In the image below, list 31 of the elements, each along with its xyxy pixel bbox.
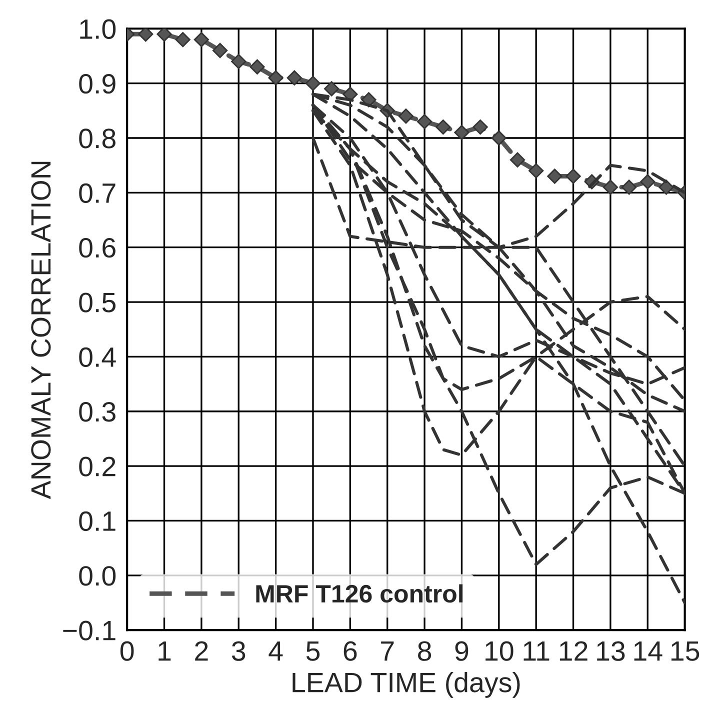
x-tick-label: 9: [455, 641, 468, 661]
y-tick-label: 0.8: [79, 128, 116, 148]
x-tick-label: 15: [671, 642, 700, 661]
x-tick-label: 10: [486, 641, 514, 661]
x-tick-label: 0: [120, 641, 134, 661]
x-tick-label: 14: [634, 642, 662, 661]
y-tick-label: 1.0: [80, 19, 116, 39]
x-tick-label: 1: [158, 642, 171, 661]
y-tick-label: 0.2: [79, 456, 116, 476]
x-tick-label: 13: [597, 641, 625, 661]
x-tick-label: 11: [524, 642, 550, 661]
x-tick-label: 12: [560, 641, 588, 661]
y-tick-label: 0.6: [79, 238, 116, 258]
y-tick-label: 0.0: [79, 566, 116, 586]
y-tick-label: −0.1: [63, 620, 116, 640]
y-tick-label: 0.7: [79, 183, 116, 204]
legend-label: MRF T126 control: [256, 584, 463, 603]
y-tick-label: 0.9: [79, 74, 116, 94]
y-tick-label: 0.5: [79, 292, 116, 312]
x-tick-label: 5: [306, 642, 320, 661]
x-axis-title: LEAD TIME (days): [292, 672, 520, 698]
x-tick-label: 8: [418, 641, 432, 661]
x-tick-label: 3: [232, 641, 246, 661]
y-axis-title: ANOMALY CORRELATION: [31, 162, 51, 500]
x-tick-label: 2: [195, 641, 208, 661]
x-tick-label: 7: [381, 642, 394, 661]
y-tick-label: 0.4: [79, 347, 116, 368]
y-tick-label: 0.1: [79, 511, 116, 532]
x-tick-label: 6: [344, 641, 357, 661]
y-tick-label: 0.3: [79, 402, 116, 422]
x-tick-label: 4: [268, 642, 283, 661]
